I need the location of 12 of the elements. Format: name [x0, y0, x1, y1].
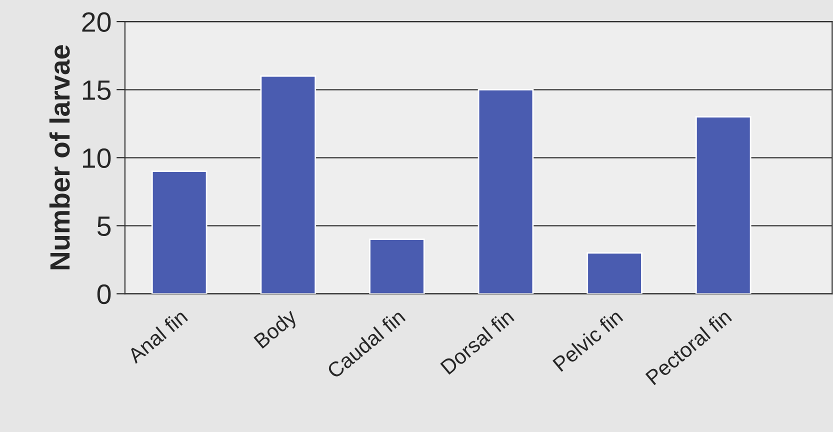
bar	[586, 252, 642, 294]
y-axis-title: Number of larvae	[49, 45, 70, 270]
y-tick-label: 0	[97, 284, 111, 304]
y-tick-label: 5	[97, 216, 111, 236]
bar	[478, 88, 534, 294]
bar	[260, 75, 316, 294]
bar	[369, 238, 425, 294]
bar	[151, 170, 208, 294]
y-tick-label: 10	[82, 148, 111, 168]
y-tick-label: 15	[82, 80, 111, 100]
y-tick-label: 20	[82, 12, 111, 32]
bar	[695, 116, 752, 294]
